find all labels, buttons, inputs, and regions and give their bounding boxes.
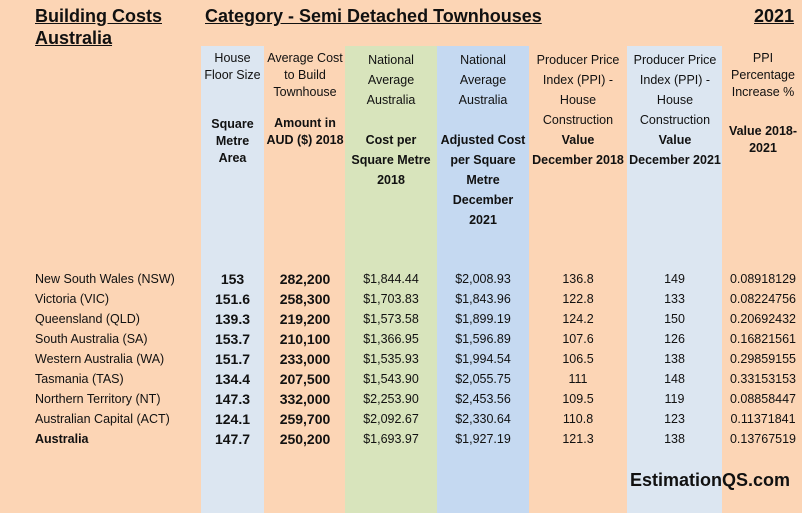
cell-cost: 219,200 [279,311,331,327]
cell-name: Australian Capital (ACT) [35,412,170,426]
table-row: South Australia (SA) 153.7 210,100 $1,366.9… [0,329,802,349]
cell-name: Western Australia (WA) [35,352,165,366]
cell-inc: 0.20692432 [729,312,797,326]
cell-ppi18: 111 [568,372,588,386]
cell-adj: $1,994.54 [455,352,511,366]
cell-ppi18: 107.6 [562,332,594,346]
cell-adj: $2,453.56 [455,392,511,406]
page-title: Building Costs Australia [35,5,162,49]
cell-adj: $1,596.89 [455,332,511,346]
cell-inc: 0.08918129 [729,272,797,286]
cell-ppi18: 110.8 [562,412,594,426]
cell-inc: 0.08858447 [729,392,797,406]
cell-adj: $2,055.75 [455,372,511,386]
cell-cost: 233,000 [279,351,331,367]
cell-cpsm: $2,253.90 [363,392,419,406]
cell-inc: 0.13767519 [729,432,797,446]
cell-name: Queensland (QLD) [35,312,140,326]
table-row: Australia 147.7 250,200 $1,693.97 $1,927.19 1… [0,429,802,449]
cell-size: 139.3 [214,311,251,327]
cell-cost: 207,500 [279,371,331,387]
cell-cost: 250,200 [279,431,331,447]
cell-name: Australia [35,432,89,446]
cell-cpsm: $1,535.93 [363,352,419,366]
header-floor-size: House Floor Size Square Metre Area [204,51,261,165]
cell-ppi18: 122.8 [562,292,594,306]
cell-cost: 259,700 [279,411,331,427]
cell-ppi18: 136.8 [562,272,594,286]
table-row: Tasmania (TAS) 134.4 207,500 $1,543.90 $2,05… [0,369,802,389]
cell-ppi21: 149 [664,272,685,286]
header-ppi-2021: Producer Price Index (PPI) - House Const… [629,53,721,167]
cell-cost: 332,000 [279,391,331,407]
ppi-2021-column-bg [627,46,722,513]
cell-cpsm: $1,573.58 [363,312,419,326]
cell-ppi21: 150 [664,312,685,326]
table-row: Australian Capital (ACT) 124.1 259,700 $2,0… [0,409,802,429]
cell-name: New South Wales (NSW) [35,272,175,286]
table-row: Queensland (QLD) 139.3 219,200 $1,573.58 $1,… [0,309,802,329]
cell-ppi21: 138 [664,432,685,446]
cell-ppi21: 119 [664,392,685,406]
cell-name: South Australia (SA) [35,332,148,346]
cell-ppi21: 148 [664,372,685,386]
cell-inc: 0.08224756 [729,292,797,306]
cell-adj: $2,008.93 [455,272,511,286]
cell-size: 151.6 [214,291,251,307]
cell-cpsm: $1,844.44 [363,272,419,286]
header-ppi-2018: Producer Price Index (PPI) - House Const… [532,53,624,167]
cell-size: 147.7 [214,431,251,447]
cell-ppi18: 124.2 [562,312,594,326]
cell-cpsm: $1,366.95 [363,332,419,346]
header-avg-cost: Average Cost to Build Townhouse Amount i… [266,51,344,147]
title-line-2: Australia [35,28,113,48]
national-cost-column-bg [345,46,437,513]
cell-size: 153.7 [214,331,251,347]
floor-size-column-bg [201,46,264,513]
cell-inc: 0.11371841 [730,412,796,426]
cell-inc: 0.33153153 [729,372,797,386]
cell-ppi21: 138 [664,352,685,366]
adjusted-cost-column-bg [437,46,529,513]
cell-cost: 258,300 [279,291,331,307]
brand-label: EstimationQS.com [630,470,791,490]
cell-name: Tasmania (TAS) [35,372,124,386]
cell-ppi18: 106.5 [562,352,594,366]
cell-size: 147.3 [214,391,251,407]
cell-adj: $2,330.64 [455,412,511,426]
table-row: New South Wales (NSW) 153 282,200 $1,844.44… [0,269,802,289]
table-row: Victoria (VIC) 151.6 258,300 $1,703.83 $1,84… [0,289,802,309]
cell-cost: 282,200 [279,271,331,287]
header-national-cost: National Average Australia Cost per Squa… [351,53,431,187]
cell-name: Victoria (VIC) [35,292,110,306]
header-adjusted-cost: National Average Australia Adjusted Cost… [440,53,526,227]
table-row: Northern Territory (NT) 147.3 332,000 $2,25… [0,389,802,409]
cell-cpsm: $1,693.97 [363,432,419,446]
cell-ppi18: 109.5 [562,392,594,406]
cell-inc: 0.29859155 [729,352,797,366]
year-title: 2021 [754,6,795,26]
cell-size: 153 [220,271,245,287]
cell-cpsm: $2,092.67 [363,412,419,426]
cell-size: 151.7 [214,351,251,367]
cell-cpsm: $1,543.90 [363,372,419,386]
cell-name: Northern Territory (NT) [35,392,161,406]
cell-cost: 210,100 [279,331,331,347]
cell-size: 124.1 [214,411,251,427]
title-line-1: Building Costs [35,6,162,26]
cell-ppi18: 121.3 [562,432,594,446]
cell-adj: $1,843.96 [455,292,511,306]
cell-size: 134.4 [214,371,251,387]
cell-ppi21: 126 [664,332,685,346]
category-title: Category - Semi Detached Townhouses [205,6,542,26]
cell-ppi21: 133 [664,292,685,306]
header-ppi-increase: PPI Percentage Increase % Value 2018-202… [728,51,798,155]
cell-adj: $1,899.19 [455,312,511,326]
cell-inc: 0.16821561 [729,332,797,346]
cell-ppi21: 123 [664,412,685,426]
cell-adj: $1,927.19 [455,432,511,446]
table-row: Western Australia (WA) 151.7 233,000 $1,535… [0,349,802,369]
cell-cpsm: $1,703.83 [363,292,419,306]
